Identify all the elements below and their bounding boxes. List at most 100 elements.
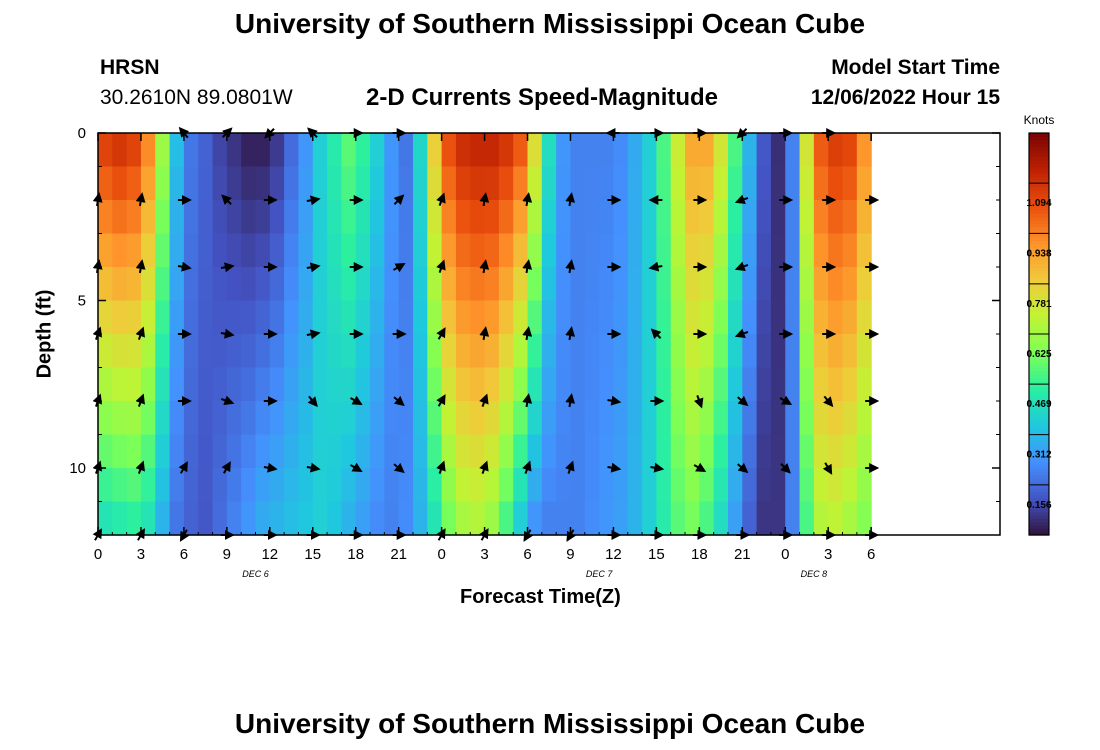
current-arrow [780,463,791,474]
heat-cell [670,434,686,469]
x-tick-label: 18 [691,546,708,563]
heat-cell [785,501,801,536]
heat-cell [627,267,643,302]
heat-cell [441,334,457,369]
colorbar-tick-label: 0.938 [1026,248,1051,259]
heat-cell [169,233,185,268]
heat-cell [599,468,615,503]
heat-cell [355,300,371,335]
colorbar-cell [1029,280,1049,285]
colorbar-cell [1029,394,1049,399]
heat-cell [699,166,715,201]
heat-cell [627,133,643,168]
heat-cell [198,334,214,369]
heat-cell [756,434,772,469]
heat-cell [269,166,285,201]
current-arrow [350,462,363,473]
heat-cell [384,434,400,469]
heat-cell [269,233,285,268]
heat-cell [556,501,572,536]
station-coordinates: 30.2610N 89.0801W [100,86,293,109]
heat-cell [584,434,600,469]
day-label: DEC 7 [586,569,614,579]
heat-cell [627,434,643,469]
colorbar-cell [1029,471,1049,476]
colorbar-cell [1029,528,1049,533]
x-tick-label: 3 [137,546,145,563]
heat-cell [584,233,600,268]
heat-cell [498,133,514,168]
heat-cell [355,267,371,302]
heat-cell [455,434,471,469]
heat-cell [126,468,142,503]
heat-cell [770,166,786,201]
heat-cell [856,200,872,235]
heat-cell [828,233,844,268]
x-tick-label: 3 [824,546,832,563]
heat-cell [312,434,328,469]
heat-cell [842,133,858,168]
heat-cell [785,300,801,335]
heat-cell [226,401,242,436]
heat-cell [427,300,443,335]
heat-cell [541,334,557,369]
heat-cell [355,233,371,268]
heat-cell [584,267,600,302]
heat-cell [756,334,772,369]
heat-cell [226,300,242,335]
heat-cell [813,267,829,302]
heat-cell [842,401,858,436]
heat-cell [742,200,758,235]
heat-cell [756,166,772,201]
current-arrow [522,192,533,207]
heat-cell [441,501,457,536]
heat-cell [842,300,858,335]
current-arrow [607,462,622,473]
heat-cell [226,166,242,201]
colorbar-cell [1029,169,1049,174]
x-tick-label: 0 [781,546,789,563]
heat-cell [556,267,572,302]
heat-cell [713,267,729,302]
colorbar-cell [1029,230,1049,235]
heat-cell [140,300,156,335]
colorbar-cell [1029,414,1049,419]
heat-cell [427,401,443,436]
heat-cell [799,300,815,335]
heat-cell [255,334,271,369]
heat-cell [169,468,185,503]
heat-cell [312,133,328,168]
heat-cell [613,133,629,168]
colorbar-cell [1029,457,1049,462]
current-arrow [436,394,446,407]
heat-cell [212,401,228,436]
heat-cell [627,401,643,436]
heat-cell [212,501,228,536]
heat-cell [412,367,428,402]
heat-cell [670,233,686,268]
colorbar-cell [1029,421,1049,426]
heat-cell [685,133,700,168]
heat-cell [685,233,700,268]
heat-cell [842,267,858,302]
heat-cell [155,468,171,503]
heat-cell [642,434,657,469]
heat-cell [685,334,700,369]
heat-cell [541,166,557,201]
heat-cell [284,133,300,168]
heat-cell [685,468,700,503]
current-arrow [436,192,446,206]
heat-cell [570,267,586,302]
heat-cell [699,367,715,402]
colorbar-cell [1029,494,1049,499]
heat-cell [341,300,357,335]
heat-cell [541,300,557,335]
heat-cell [513,267,529,302]
colorbar-cell [1029,334,1049,338]
heat-cell [298,334,314,369]
heat-cell [742,334,758,369]
heat-cell [355,334,371,369]
heat-cell [813,300,829,335]
heat-cell [856,401,872,436]
heat-cell [713,300,729,335]
